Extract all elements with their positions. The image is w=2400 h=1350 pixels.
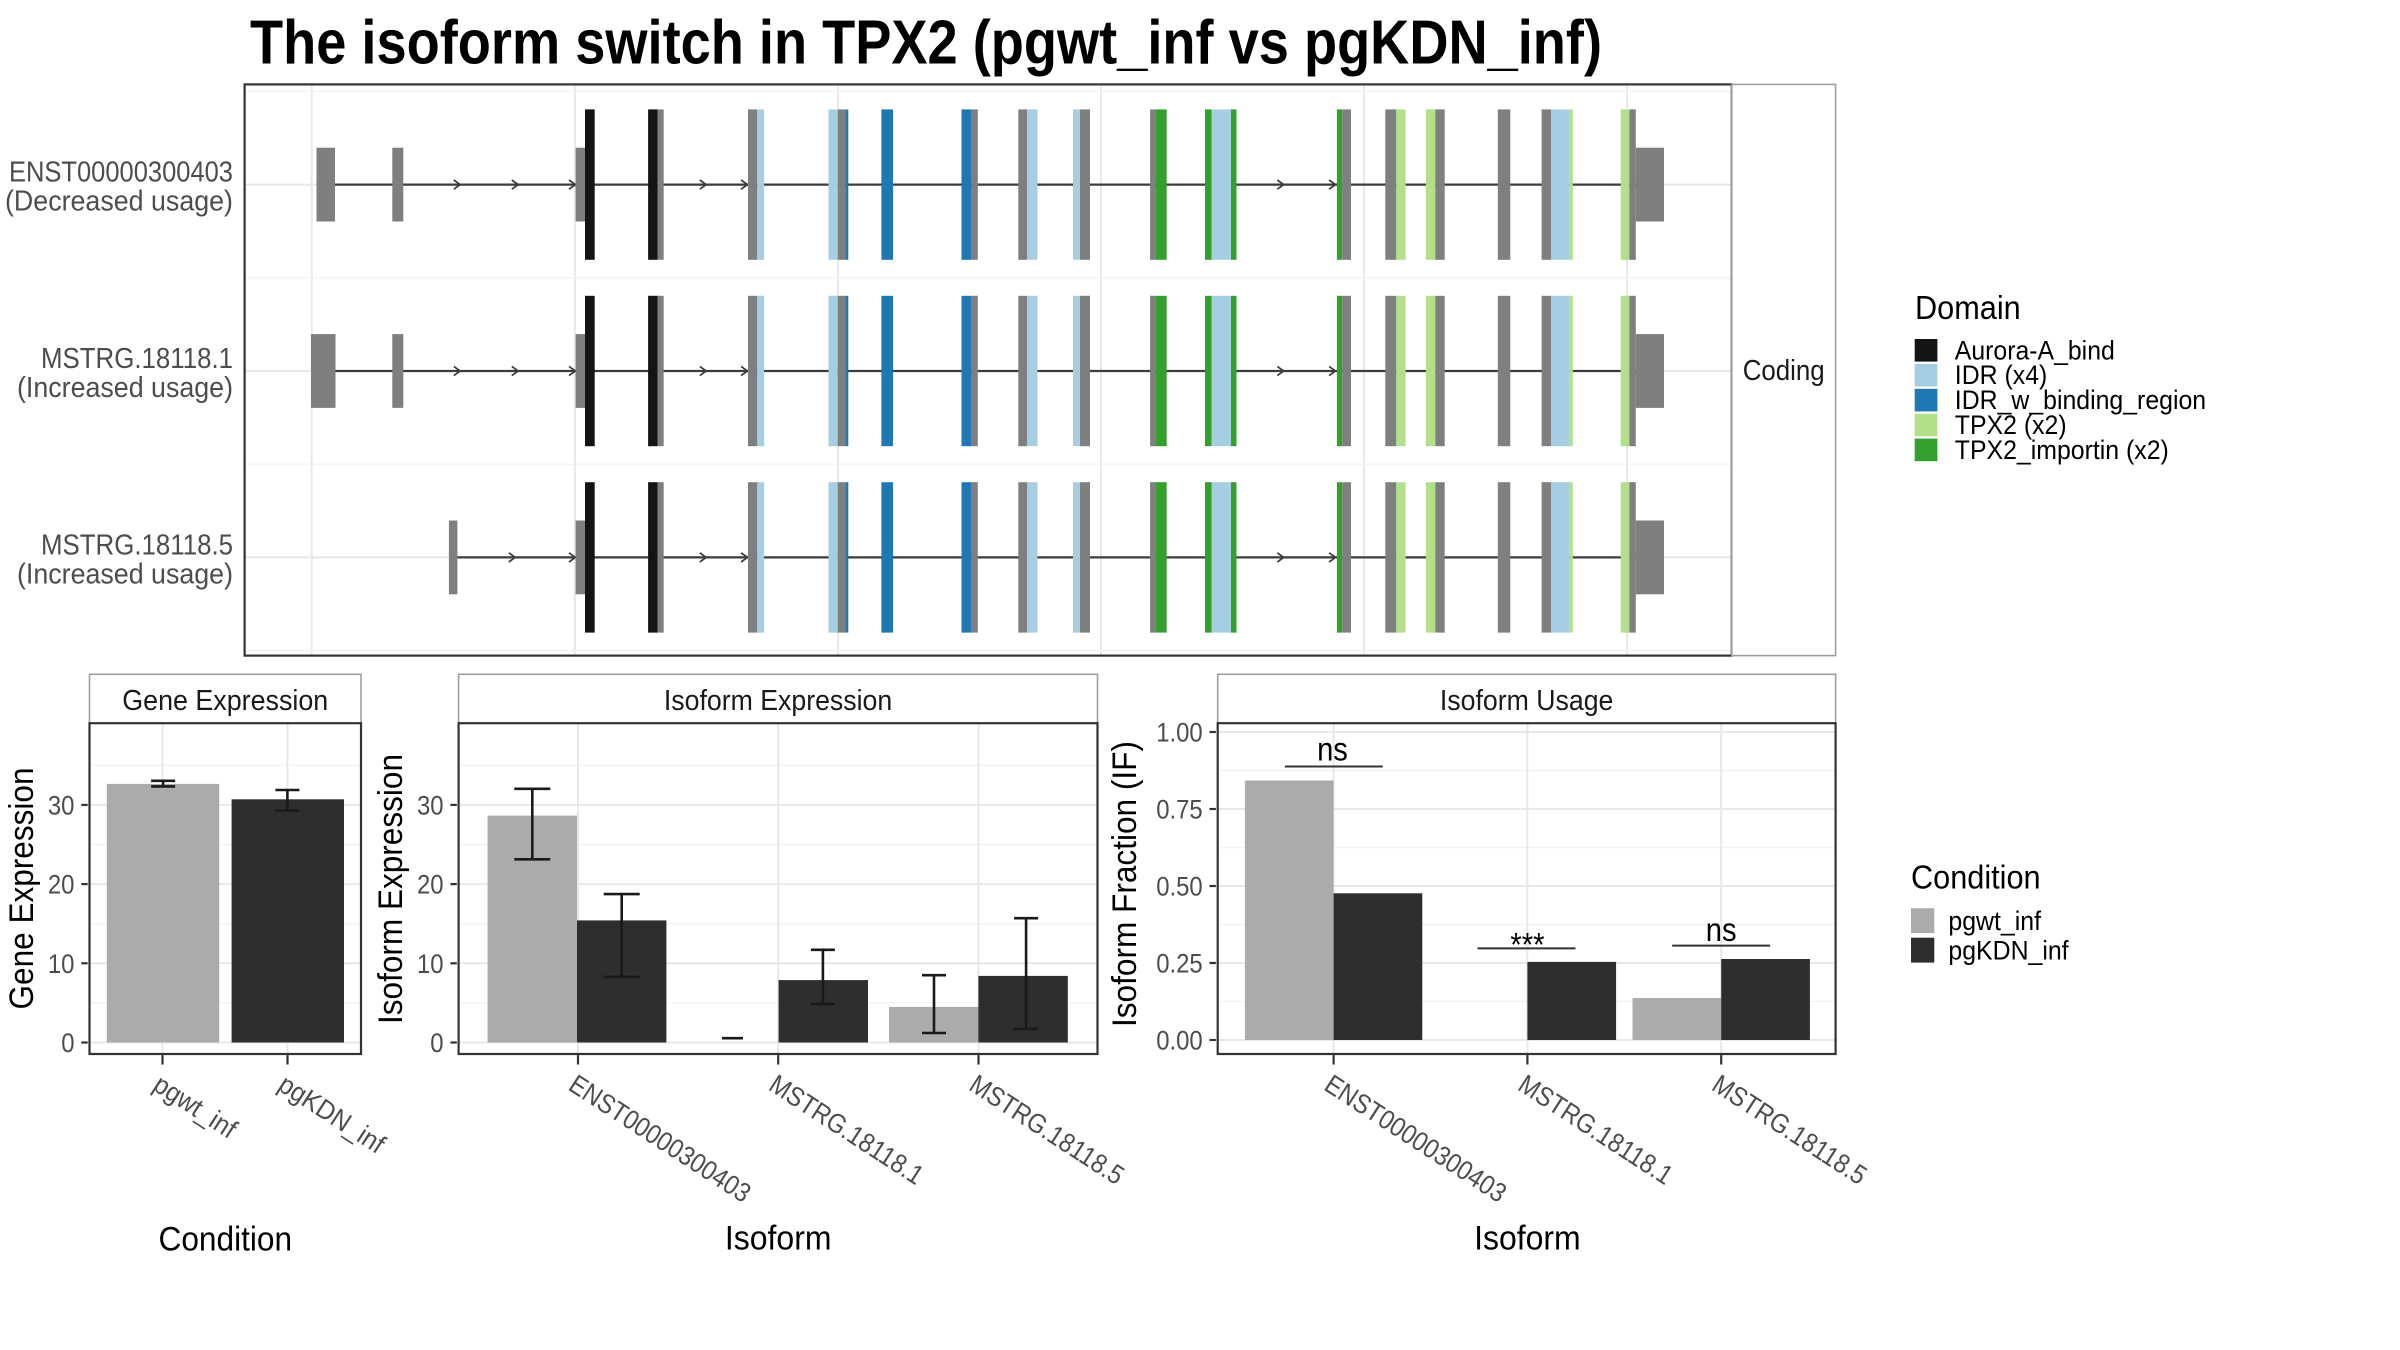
svg-text:IDR (x4): IDR (x4) [1955, 360, 2048, 390]
svg-text:Coding: Coding [1743, 355, 1825, 387]
svg-text:TPX2 (x2): TPX2 (x2) [1955, 410, 2067, 440]
svg-text:(Decreased usage): (Decreased usage) [5, 186, 233, 218]
svg-text:ns: ns [1317, 731, 1348, 768]
svg-text:MSTRG.18118.1: MSTRG.18118.1 [41, 343, 233, 375]
svg-text:Isoform Usage: Isoform Usage [1440, 685, 1614, 717]
svg-text:The isoform switch in TPX2 (pg: The isoform switch in TPX2 (pgwt_inf vs … [250, 9, 1602, 78]
svg-text:ENST00000300403: ENST00000300403 [9, 157, 233, 189]
svg-text:Isoform: Isoform [1474, 1220, 1581, 1258]
svg-text:0: 0 [430, 1028, 443, 1058]
svg-text:TPX2_importin (x2): TPX2_importin (x2) [1955, 435, 2169, 465]
svg-text:0.50: 0.50 [1156, 872, 1203, 902]
svg-text:pgKDN_inf: pgKDN_inf [1948, 936, 2069, 966]
svg-text:(Increased usage): (Increased usage) [17, 558, 233, 590]
svg-text:10: 10 [48, 949, 75, 979]
svg-text:0.75: 0.75 [1156, 795, 1203, 825]
svg-text:20: 20 [417, 870, 444, 900]
svg-text:Domain: Domain [1915, 289, 2021, 326]
svg-text:0: 0 [61, 1028, 74, 1058]
svg-text:(Increased usage): (Increased usage) [17, 372, 233, 404]
svg-text:30: 30 [417, 790, 444, 820]
svg-text:IDR_w_binding_region: IDR_w_binding_region [1955, 385, 2206, 415]
svg-text:0.25: 0.25 [1156, 949, 1203, 979]
svg-text:Isoform Expression: Isoform Expression [372, 754, 410, 1024]
svg-text:Condition: Condition [159, 1221, 293, 1259]
svg-text:pgwt_inf: pgwt_inf [1948, 906, 2041, 936]
svg-text:20: 20 [48, 870, 75, 900]
svg-text:Gene Expression: Gene Expression [3, 768, 41, 1010]
svg-text:Condition: Condition [1911, 859, 2041, 896]
svg-text:1.00: 1.00 [1156, 718, 1203, 748]
svg-text:Isoform Fraction (IF): Isoform Fraction (IF) [1106, 741, 1144, 1027]
svg-text:***: *** [1510, 926, 1544, 963]
svg-text:Gene Expression: Gene Expression [122, 685, 328, 717]
svg-text:30: 30 [48, 790, 75, 820]
svg-text:Isoform: Isoform [725, 1220, 832, 1258]
svg-text:10: 10 [417, 949, 444, 979]
svg-text:MSTRG.18118.5: MSTRG.18118.5 [41, 529, 233, 561]
svg-text:Aurora-A_bind: Aurora-A_bind [1955, 335, 2115, 365]
svg-text:Isoform Expression: Isoform Expression [664, 685, 892, 717]
svg-text:ns: ns [1706, 911, 1737, 948]
svg-text:0.00: 0.00 [1156, 1026, 1203, 1056]
